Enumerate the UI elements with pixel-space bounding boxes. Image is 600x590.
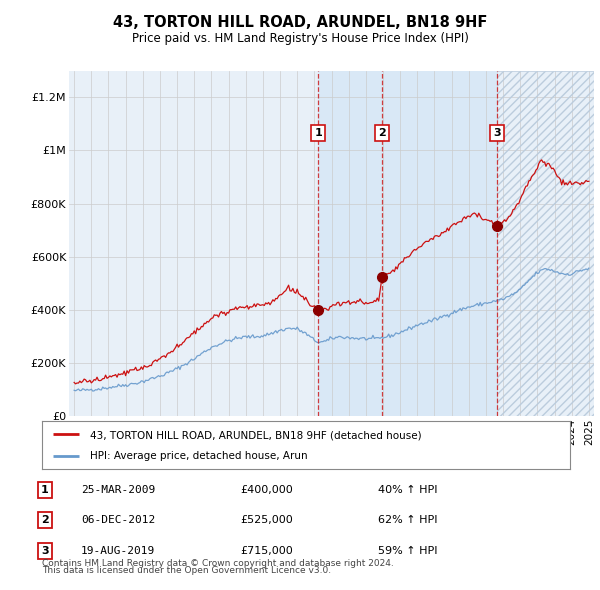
Bar <box>497 71 594 416</box>
Text: 2: 2 <box>378 128 386 138</box>
Text: 25-MAR-2009: 25-MAR-2009 <box>81 485 155 494</box>
Text: 06-DEC-2012: 06-DEC-2012 <box>81 516 155 525</box>
Text: 43, TORTON HILL ROAD, ARUNDEL, BN18 9HF (detached house): 43, TORTON HILL ROAD, ARUNDEL, BN18 9HF … <box>89 430 421 440</box>
Bar <box>497 71 594 416</box>
Text: 1: 1 <box>314 128 322 138</box>
Text: Price paid vs. HM Land Registry's House Price Index (HPI): Price paid vs. HM Land Registry's House … <box>131 32 469 45</box>
Text: £400,000: £400,000 <box>240 485 293 494</box>
Text: 2: 2 <box>41 516 49 525</box>
Text: Contains HM Land Registry data © Crown copyright and database right 2024.: Contains HM Land Registry data © Crown c… <box>42 559 394 568</box>
Text: £715,000: £715,000 <box>240 546 293 556</box>
Text: 40% ↑ HPI: 40% ↑ HPI <box>378 485 437 494</box>
Text: This data is licensed under the Open Government Licence v3.0.: This data is licensed under the Open Gov… <box>42 566 331 575</box>
Text: 43, TORTON HILL ROAD, ARUNDEL, BN18 9HF: 43, TORTON HILL ROAD, ARUNDEL, BN18 9HF <box>113 15 487 30</box>
Text: 3: 3 <box>493 128 500 138</box>
Text: 1: 1 <box>41 485 49 494</box>
Text: HPI: Average price, detached house, Arun: HPI: Average price, detached house, Arun <box>89 451 307 461</box>
Text: 62% ↑ HPI: 62% ↑ HPI <box>378 516 437 525</box>
Text: 19-AUG-2019: 19-AUG-2019 <box>81 546 155 556</box>
Bar <box>318 71 497 416</box>
Text: £525,000: £525,000 <box>240 516 293 525</box>
Text: 59% ↑ HPI: 59% ↑ HPI <box>378 546 437 556</box>
Text: 3: 3 <box>41 546 49 556</box>
